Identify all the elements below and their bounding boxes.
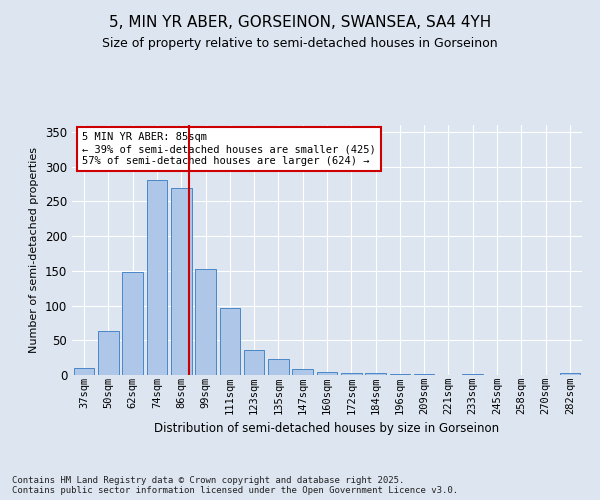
Bar	[560, 373, 580, 375]
Bar	[171, 188, 191, 375]
Bar	[220, 308, 240, 375]
Text: Size of property relative to semi-detached houses in Gorseinon: Size of property relative to semi-detach…	[102, 38, 498, 51]
Bar	[122, 272, 143, 375]
Bar	[341, 373, 362, 375]
Bar	[244, 350, 265, 375]
Bar	[463, 374, 483, 375]
Text: 5, MIN YR ABER, GORSEINON, SWANSEA, SA4 4YH: 5, MIN YR ABER, GORSEINON, SWANSEA, SA4 …	[109, 15, 491, 30]
Bar	[146, 180, 167, 375]
Bar	[365, 373, 386, 375]
Text: Contains HM Land Registry data © Crown copyright and database right 2025.
Contai: Contains HM Land Registry data © Crown c…	[12, 476, 458, 495]
Bar	[389, 374, 410, 375]
Bar	[195, 270, 216, 375]
Y-axis label: Number of semi-detached properties: Number of semi-detached properties	[29, 147, 40, 353]
Bar	[414, 374, 434, 375]
X-axis label: Distribution of semi-detached houses by size in Gorseinon: Distribution of semi-detached houses by …	[154, 422, 500, 435]
Bar	[74, 368, 94, 375]
Bar	[317, 372, 337, 375]
Bar	[292, 370, 313, 375]
Bar	[268, 359, 289, 375]
Text: 5 MIN YR ABER: 85sqm
← 39% of semi-detached houses are smaller (425)
57% of semi: 5 MIN YR ABER: 85sqm ← 39% of semi-detac…	[82, 132, 376, 166]
Bar	[98, 331, 119, 375]
